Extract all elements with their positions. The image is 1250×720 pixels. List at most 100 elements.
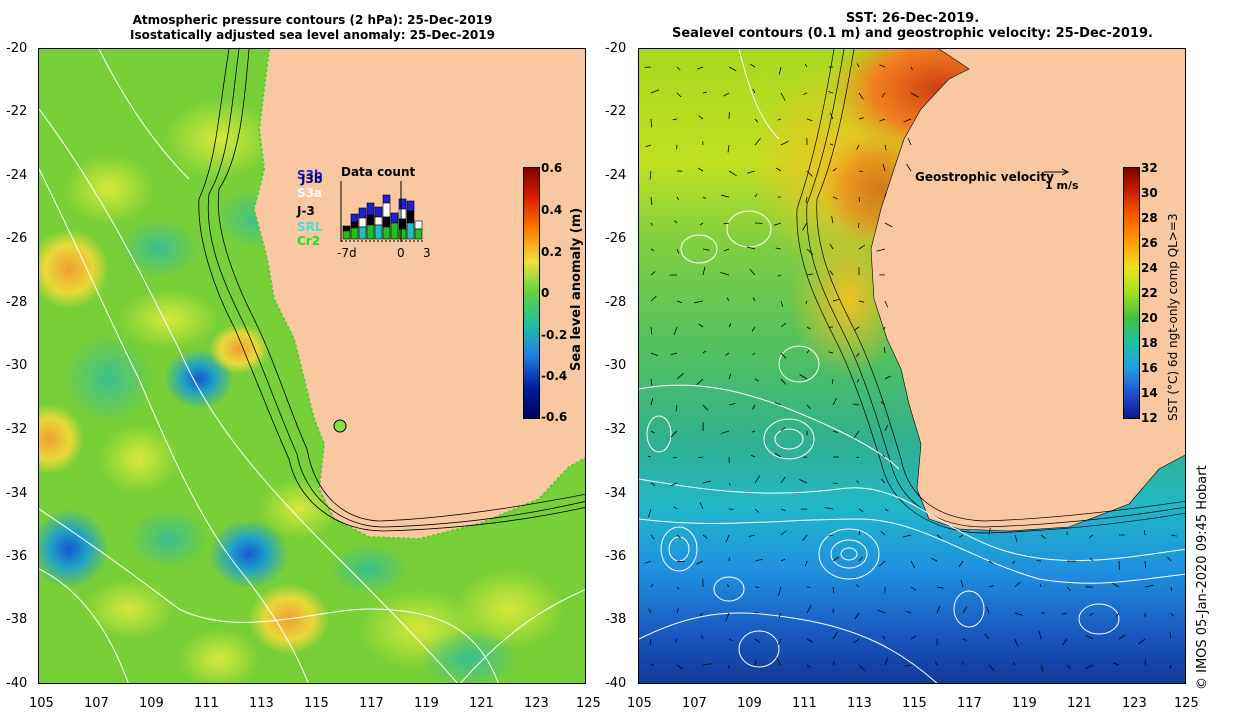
right-x-tick: 121 <box>1067 696 1092 711</box>
velocity-arrow <box>910 92 919 98</box>
velocity-arrow <box>1039 583 1042 588</box>
legend-s3b: S3b <box>297 168 323 182</box>
sst-tick-4: 24 <box>1141 261 1158 275</box>
velocity-arrow <box>754 660 757 666</box>
velocity-arrow <box>698 323 704 328</box>
velocity-arrow <box>1144 584 1154 588</box>
velocity-arrow <box>884 508 889 512</box>
velocity-arrow <box>702 350 707 354</box>
velocity-arrow <box>676 664 683 670</box>
velocity-arrow <box>699 222 704 226</box>
velocity-arrow <box>855 456 860 459</box>
velocity-arrow <box>650 534 655 540</box>
left-map-panel: Data count S3b J3b S3a J-3 SRL Cr2 -7 <box>38 48 586 684</box>
velocity-arrow <box>1143 530 1146 536</box>
right-x-tick: 123 <box>1122 696 1147 711</box>
velocity-arrow <box>775 167 782 172</box>
velocity-arrow <box>650 583 654 588</box>
left-x-tick: 117 <box>359 696 384 711</box>
velocity-arrow <box>858 222 860 229</box>
velocity-arrow <box>829 112 834 120</box>
velocity-arrow <box>806 664 811 668</box>
velocity-arrow <box>903 534 912 538</box>
velocity-arrow <box>930 557 938 562</box>
velocity-arrow <box>910 66 913 71</box>
velocity-arrow <box>673 456 678 459</box>
velocity-arrow <box>879 64 886 68</box>
velocity-arrow <box>853 326 860 331</box>
right-x-tick: 119 <box>1012 696 1037 711</box>
velocity-arrow <box>696 378 704 386</box>
velocity-arrow <box>876 248 886 252</box>
right-y-tick: -22 <box>605 104 627 119</box>
velocity-arrow <box>852 403 860 406</box>
velocity-arrow <box>749 268 756 276</box>
velocity-arrow <box>778 612 782 618</box>
velocity-arrow <box>802 92 808 95</box>
velocity-arrow <box>1169 664 1172 669</box>
velocity-arrow <box>1012 560 1016 564</box>
velocity-arrow <box>936 605 941 614</box>
velocity-arrow <box>754 137 761 146</box>
sst-tick-9: 14 <box>1141 386 1158 400</box>
velocity-arrow <box>728 323 732 328</box>
velocity-arrow <box>777 638 782 645</box>
velocity-arrow <box>649 638 652 645</box>
velocity-arrow <box>884 375 892 380</box>
velocity-arrow <box>754 508 759 513</box>
velocity-arrow <box>676 608 679 614</box>
velocity-arrow <box>698 456 704 458</box>
velocity-arrow <box>806 273 814 276</box>
velocity-arrow <box>675 404 678 412</box>
sla-tick-2: 0.2 <box>541 245 563 259</box>
velocity-arrow <box>754 586 760 588</box>
velocity-arrow <box>806 638 813 643</box>
velocity-arrow <box>1036 560 1042 562</box>
velocity-arrow <box>903 118 912 123</box>
velocity-arrow <box>883 347 886 354</box>
velocity-arrow <box>774 402 782 406</box>
velocity-arrow <box>676 372 684 380</box>
velocity-arrow <box>670 482 678 487</box>
velocity-arrow <box>699 612 704 617</box>
velocity-arrow <box>805 300 808 305</box>
velocity-arrow <box>1170 534 1177 537</box>
velocity-arrow <box>805 196 808 203</box>
velocity-arrow <box>856 144 860 150</box>
velocity-arrow <box>799 479 808 484</box>
velocity-arrow <box>856 63 860 68</box>
velocity-arrow <box>884 193 887 198</box>
legend-j3: J-3 <box>297 204 315 218</box>
right-x-tick: 105 <box>627 696 652 711</box>
velocity-arrow <box>802 222 808 231</box>
velocity-arrow <box>702 663 712 666</box>
velocity-arrow <box>728 170 737 177</box>
velocity-arrow <box>723 92 730 97</box>
velocity-arrow <box>676 534 682 539</box>
right-y-tick: -26 <box>605 231 627 246</box>
left-x-tick: 119 <box>414 696 439 711</box>
velocity-arrow <box>754 475 761 484</box>
legend-cr2: Cr2 <box>297 234 321 248</box>
velocity-arrow <box>746 246 756 250</box>
velocity-arrow <box>832 398 837 406</box>
velocity-arrow <box>853 430 860 439</box>
left-x-tick: 123 <box>524 696 549 711</box>
velocity-arrow <box>829 243 834 250</box>
velocity-arrow <box>907 138 912 146</box>
velocity-arrow <box>780 530 787 536</box>
velocity-arrow <box>858 530 861 536</box>
sst-map <box>639 49 1185 683</box>
velocity-arrow <box>754 638 761 644</box>
velocity-arrow <box>988 527 991 536</box>
velocity-arrow <box>648 508 652 518</box>
velocity-arrow <box>650 118 652 128</box>
velocity-arrow <box>1115 612 1120 617</box>
velocity-arrow <box>832 167 837 172</box>
velocity-arrow <box>831 378 834 385</box>
velocity-arrow <box>1118 634 1126 640</box>
sst-tick-7: 18 <box>1141 336 1158 350</box>
velocity-arrow <box>884 222 893 228</box>
right-y-tick: -32 <box>605 422 627 437</box>
left-y-tick: -40 <box>6 676 28 691</box>
